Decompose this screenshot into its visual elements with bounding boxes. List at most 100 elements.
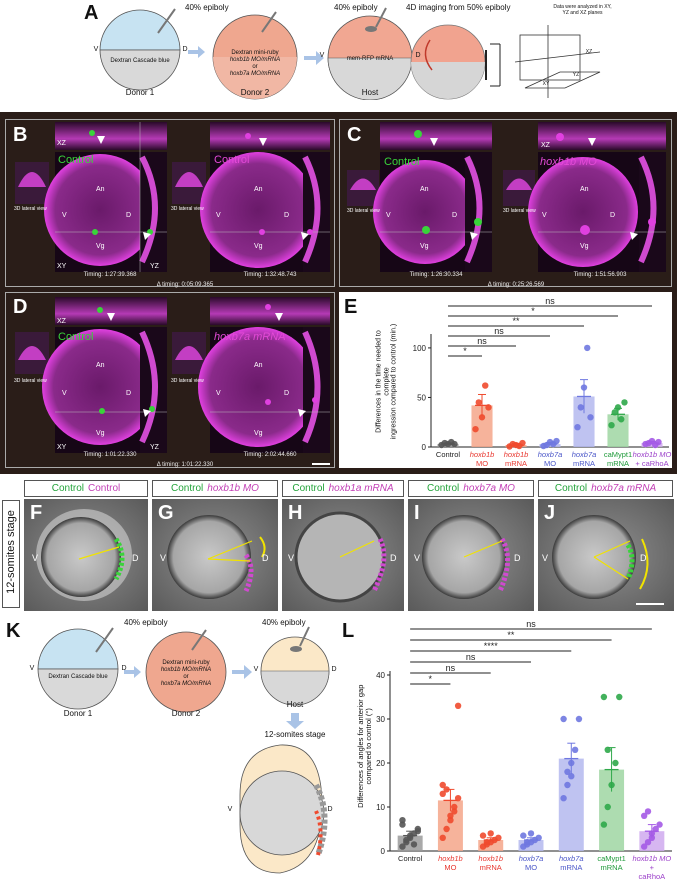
- x-tick-label: hoxb1b MO: [633, 450, 672, 459]
- b-d-r: D: [284, 212, 290, 219]
- data-point: [403, 836, 410, 844]
- panel-h-label: H: [288, 502, 303, 524]
- d-left-title: Control: [58, 331, 94, 343]
- x-tick-label: hoxb7a: [538, 450, 563, 459]
- c-right-title: hoxb1b MO: [540, 156, 597, 168]
- data-point: [399, 817, 406, 824]
- y-tick-label: 50: [417, 393, 426, 402]
- data-point: [451, 803, 458, 811]
- data-point: [527, 830, 535, 837]
- data-point: [451, 440, 458, 448]
- i-d: D: [514, 553, 521, 563]
- header-f-mag: Control: [88, 483, 121, 494]
- b-lateral-r: 3D lateral view: [171, 206, 204, 212]
- b-v: V: [62, 212, 67, 219]
- data-point: [580, 384, 588, 391]
- data-point: [587, 414, 594, 421]
- b-vg: Vg: [96, 243, 105, 250]
- donor2-text1: Dextran mini-ruby: [231, 50, 279, 56]
- k-donor1-text: Dextran Cascade blue: [48, 674, 108, 680]
- b-xy: XY: [57, 263, 67, 270]
- data-point: [475, 399, 482, 406]
- y-tick-label: 10: [376, 803, 385, 812]
- arrow-1: [188, 46, 205, 58]
- x-tick-label: mRNA: [480, 863, 502, 872]
- panel-d-label: D: [13, 296, 28, 318]
- x-tick-label: hoxb7a: [559, 854, 584, 863]
- header-g: Control hoxb1b MO: [152, 480, 278, 497]
- data-point: [564, 768, 571, 775]
- d-lateral: 3D lateral view: [14, 378, 47, 384]
- y-tick-label: 30: [376, 715, 385, 724]
- data-point: [604, 746, 611, 753]
- data-point: [439, 790, 446, 797]
- imaging-embryo: [410, 24, 501, 100]
- d-d: D: [126, 390, 132, 397]
- x-tick-label: mRNA: [560, 863, 582, 872]
- data-point: [600, 693, 608, 701]
- data-point: [640, 843, 648, 850]
- data-point: [600, 821, 608, 828]
- header-h: Control hoxb1a mRNA: [282, 480, 404, 497]
- data-point: [648, 834, 656, 841]
- x-tick-label: hoxb1b: [504, 450, 529, 459]
- d-v-r: V: [216, 390, 221, 397]
- data-point: [608, 781, 615, 789]
- b-lateral: 3D lateral view: [14, 206, 47, 212]
- stage-side-label: 12-somites stage: [5, 510, 17, 594]
- data-point: [454, 795, 462, 802]
- data-point: [612, 759, 619, 767]
- header-j-mag: hoxb7a mRNA: [591, 483, 657, 494]
- b-left-title: Control: [58, 154, 94, 166]
- donor2-label: Donor 2: [240, 88, 270, 97]
- k-host: [260, 626, 330, 706]
- x-tick-label: +: [650, 863, 655, 872]
- b-v-r: V: [216, 212, 221, 219]
- donor1-d: D: [182, 46, 188, 53]
- data-point: [520, 832, 527, 839]
- k-embryo-v: V: [227, 806, 233, 813]
- scale-bar-d: [312, 463, 330, 465]
- c-left-title: Control: [384, 156, 420, 168]
- significance-label: ns: [494, 326, 504, 336]
- g-d: D: [262, 553, 269, 563]
- k-host-v: V: [253, 666, 259, 673]
- panel-d-frame: [5, 292, 335, 468]
- c-d-r: D: [610, 212, 616, 219]
- donor1-text: Dextran Cascade blue: [110, 58, 170, 64]
- data-point: [575, 715, 583, 723]
- donor2-embryo: [212, 11, 298, 100]
- b-an: An: [96, 186, 105, 193]
- data-point: [523, 839, 531, 846]
- d-d-r: D: [284, 390, 290, 397]
- panel-j-label: J: [544, 502, 556, 524]
- data-point: [447, 812, 454, 819]
- x-tick-label: MO: [444, 863, 456, 872]
- data-point: [495, 834, 502, 841]
- data-point: [487, 830, 494, 837]
- donor2-text2: hoxb1b MO/mRNA: [229, 57, 281, 63]
- b-an-r: An: [254, 186, 263, 193]
- data-point: [478, 414, 486, 421]
- d-right-title: hoxb7a mRNA: [214, 331, 286, 343]
- c-v: V: [386, 212, 391, 219]
- data-point: [410, 841, 418, 848]
- significance-label: ****: [484, 641, 499, 651]
- b-vg-r: Vg: [254, 243, 263, 250]
- data-point: [584, 344, 591, 352]
- arrowheads: [97, 136, 638, 417]
- l-ylabel: Differences of angles for anterior gap c…: [356, 671, 374, 821]
- d-v: V: [62, 390, 67, 397]
- k-host-d: D: [331, 666, 337, 673]
- significance-label: ns: [477, 336, 487, 346]
- x-tick-label: hoxb1b: [438, 854, 463, 863]
- significance-label: ns: [526, 619, 536, 629]
- donor2-text4: hoxb7a MO/mRNA: [229, 71, 281, 77]
- k-epiboly-1: 40% epiboly: [124, 618, 168, 627]
- x-tick-label: mRNA: [601, 863, 623, 872]
- data-point: [648, 830, 656, 837]
- data-point: [656, 821, 663, 828]
- k-donor1-label: Donor 1: [63, 709, 93, 718]
- c-timing-left: Timing: 1:26:30.334: [409, 272, 463, 278]
